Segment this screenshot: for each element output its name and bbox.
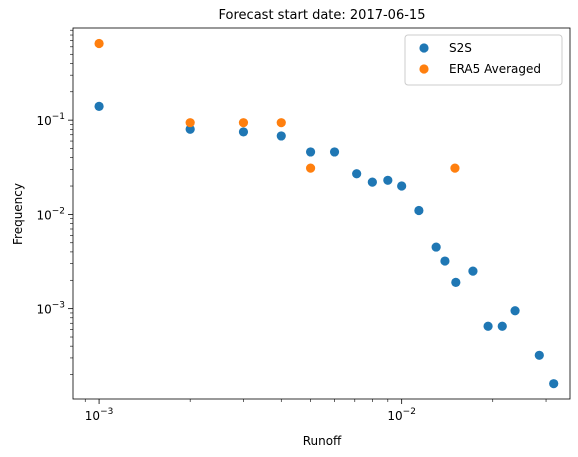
axis-ticks: 10−3 10−2 10−3 10−2 10−1 [36,29,547,423]
data-point [440,256,450,266]
data-point [534,350,544,360]
data-point [185,124,195,134]
y-axis-label: Frequency [11,183,25,245]
x-tick-label: 10−3 [85,407,114,423]
plot-frame [72,27,571,400]
data-point [483,321,493,331]
plot-area [94,38,559,389]
y-tick-label: 10−2 [36,206,65,222]
data-point [431,242,441,252]
legend-entry: S2S [449,41,472,55]
data-point [397,181,407,191]
legend-entry: ERA5 Averaged [449,62,541,76]
data-point [238,118,249,128]
data-point [94,38,104,49]
legend-marker [419,43,429,53]
legend: S2S ERA5 Averaged [404,34,563,86]
data-point [185,118,195,128]
series-era5-averaged [94,38,460,173]
data-point [549,379,559,389]
data-point [450,163,460,173]
chart-title: Forecast start date: 2017-06-15 [219,8,426,23]
legend-frame [404,34,563,86]
y-tick-label: 10−3 [36,301,65,317]
data-point [238,127,249,137]
x-axis-label: Runoff [303,434,342,448]
data-point [276,131,286,141]
legend-marker [419,64,429,74]
y-tick-label: 10−1 [36,112,65,128]
data-point [276,118,286,128]
data-point [451,277,461,287]
data-point [414,205,424,216]
data-point [305,147,316,157]
data-point [305,163,316,173]
data-point [468,266,478,276]
data-point [383,175,393,185]
data-point [367,177,377,187]
x-tick-label: 10−2 [387,407,416,423]
data-point [497,321,507,331]
data-point [329,147,340,157]
data-point [352,169,362,179]
data-point [510,306,520,316]
series-s2s [94,101,559,389]
data-point [94,101,104,111]
